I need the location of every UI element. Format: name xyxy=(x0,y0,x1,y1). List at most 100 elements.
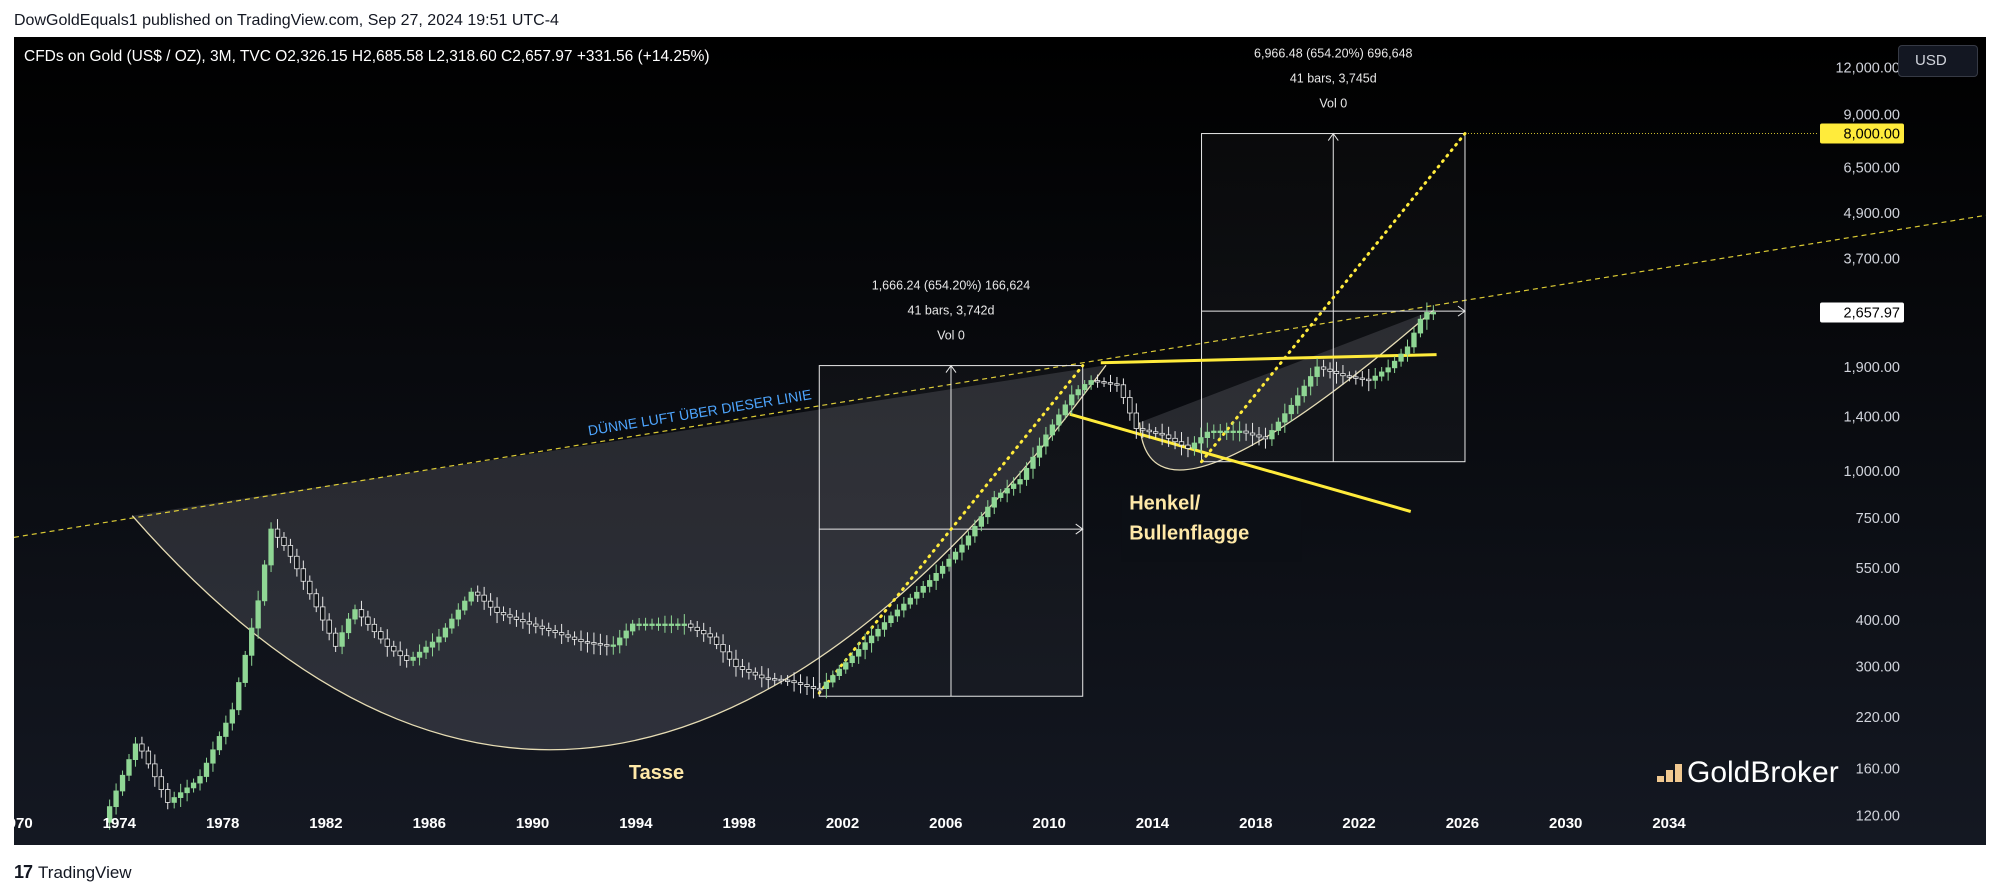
candle-body xyxy=(1075,389,1081,396)
candle-body xyxy=(119,774,126,792)
candle-body xyxy=(830,675,836,683)
candle-body xyxy=(571,636,578,640)
candle-body xyxy=(765,677,771,680)
projection-1-label-2: Vol 0 xyxy=(937,329,965,343)
candle-body xyxy=(1191,442,1198,449)
x-tick-1990: 1990 xyxy=(516,815,549,832)
candle-body xyxy=(139,743,145,752)
candle-body xyxy=(1224,430,1230,433)
candle-body xyxy=(500,612,507,616)
candle-body xyxy=(804,684,810,687)
y-tick: 1,400.00 xyxy=(1844,410,1900,426)
candle-body xyxy=(1417,318,1424,334)
candle-body xyxy=(888,615,894,624)
tradingview-logo[interactable]: 17 TradingView xyxy=(14,862,132,883)
currency-button[interactable]: USD xyxy=(1898,45,1978,77)
candle-body xyxy=(1424,312,1430,320)
candle-body xyxy=(158,776,164,790)
candle-body xyxy=(1165,434,1172,439)
handle-label-line1: Henkel/ xyxy=(1129,492,1201,514)
candle-body xyxy=(1275,421,1282,431)
candle-body xyxy=(1056,414,1062,426)
y-tick: 120.00 xyxy=(1856,808,1900,824)
candle-body xyxy=(513,616,520,620)
candle-body xyxy=(817,687,823,691)
chart-pane[interactable]: DÜNNE LUFT ÜBER DIESER LINIE 1,666.24 (65… xyxy=(14,37,1986,845)
candle-body xyxy=(326,619,332,634)
candle-body xyxy=(836,668,842,677)
candle-body xyxy=(1185,444,1191,449)
goldbroker-watermark: GoldBroker xyxy=(1687,756,1839,789)
candle-body xyxy=(1107,382,1114,385)
y-tick: 6,500.00 xyxy=(1844,160,1900,176)
candle-body xyxy=(1127,397,1133,414)
candle-body xyxy=(494,606,500,613)
x-tick-1982: 1982 xyxy=(309,815,342,832)
candle-body xyxy=(746,669,752,673)
candle-body xyxy=(849,655,855,664)
candle-body xyxy=(552,630,558,633)
candle-body xyxy=(998,492,1004,498)
projection-1-arrow-up xyxy=(945,364,957,373)
y-tick: 1,000.00 xyxy=(1844,464,1900,480)
candle-body xyxy=(662,623,668,626)
candle-body xyxy=(604,644,610,647)
y-tick: 1,900.00 xyxy=(1844,360,1900,376)
y-tick: 3,700.00 xyxy=(1844,252,1900,268)
x-tick-2014: 2014 xyxy=(1136,815,1170,832)
candle-body xyxy=(520,619,526,623)
candle-body xyxy=(1172,437,1178,443)
candle-body xyxy=(487,600,494,608)
candle-body xyxy=(1327,368,1333,372)
candle-body xyxy=(733,658,739,668)
candle-body xyxy=(436,636,442,643)
x-tick-2022: 2022 xyxy=(1342,815,1375,832)
candle-body xyxy=(378,631,384,640)
candle-body xyxy=(907,597,913,605)
x-tick-1978: 1978 xyxy=(206,815,239,832)
candle-body xyxy=(927,580,933,587)
y-tick: 550.00 xyxy=(1856,561,1900,577)
candle-body xyxy=(1307,376,1314,387)
candle-body xyxy=(1036,445,1043,458)
projection-2-dotted-target xyxy=(1200,132,1467,464)
candle-body xyxy=(397,650,403,657)
candle-body xyxy=(1269,430,1275,440)
candle-body xyxy=(171,797,177,803)
candle-body xyxy=(184,787,190,794)
candle-body xyxy=(242,654,248,683)
candle-body xyxy=(558,632,565,636)
candle-body xyxy=(1230,430,1236,433)
candle-body xyxy=(345,618,352,634)
candle-body xyxy=(1030,456,1036,469)
candle-body xyxy=(1314,366,1320,377)
candle-body xyxy=(1004,488,1010,494)
candle-body xyxy=(610,644,616,647)
candle-body xyxy=(1010,483,1017,489)
candle-body xyxy=(1217,430,1223,433)
candle-body xyxy=(294,555,300,570)
x-tick-2026: 2026 xyxy=(1446,815,1479,832)
candle-body xyxy=(475,591,481,596)
candle-body xyxy=(642,623,649,626)
candle-body xyxy=(713,636,720,645)
candle-body xyxy=(132,743,139,761)
candle-body xyxy=(597,643,604,646)
handle-lower-line xyxy=(1069,412,1412,513)
candle-body xyxy=(1159,432,1165,436)
candle-body xyxy=(268,528,274,566)
y-tick: 220.00 xyxy=(1856,710,1900,726)
candle-body xyxy=(810,686,817,689)
candle-body xyxy=(410,656,416,661)
x-tick-2034: 2034 xyxy=(1652,815,1686,832)
price-marker-bg xyxy=(1820,302,1904,323)
projection-1-dotted-target xyxy=(817,364,1085,695)
candle-body xyxy=(216,736,223,751)
candle-body xyxy=(739,666,746,670)
y-tick: 4,900.00 xyxy=(1844,206,1900,222)
x-tick-1998: 1998 xyxy=(723,815,756,832)
candle-body xyxy=(772,678,778,681)
x-tick-2006: 2006 xyxy=(929,815,962,832)
candle-body xyxy=(1062,404,1068,416)
